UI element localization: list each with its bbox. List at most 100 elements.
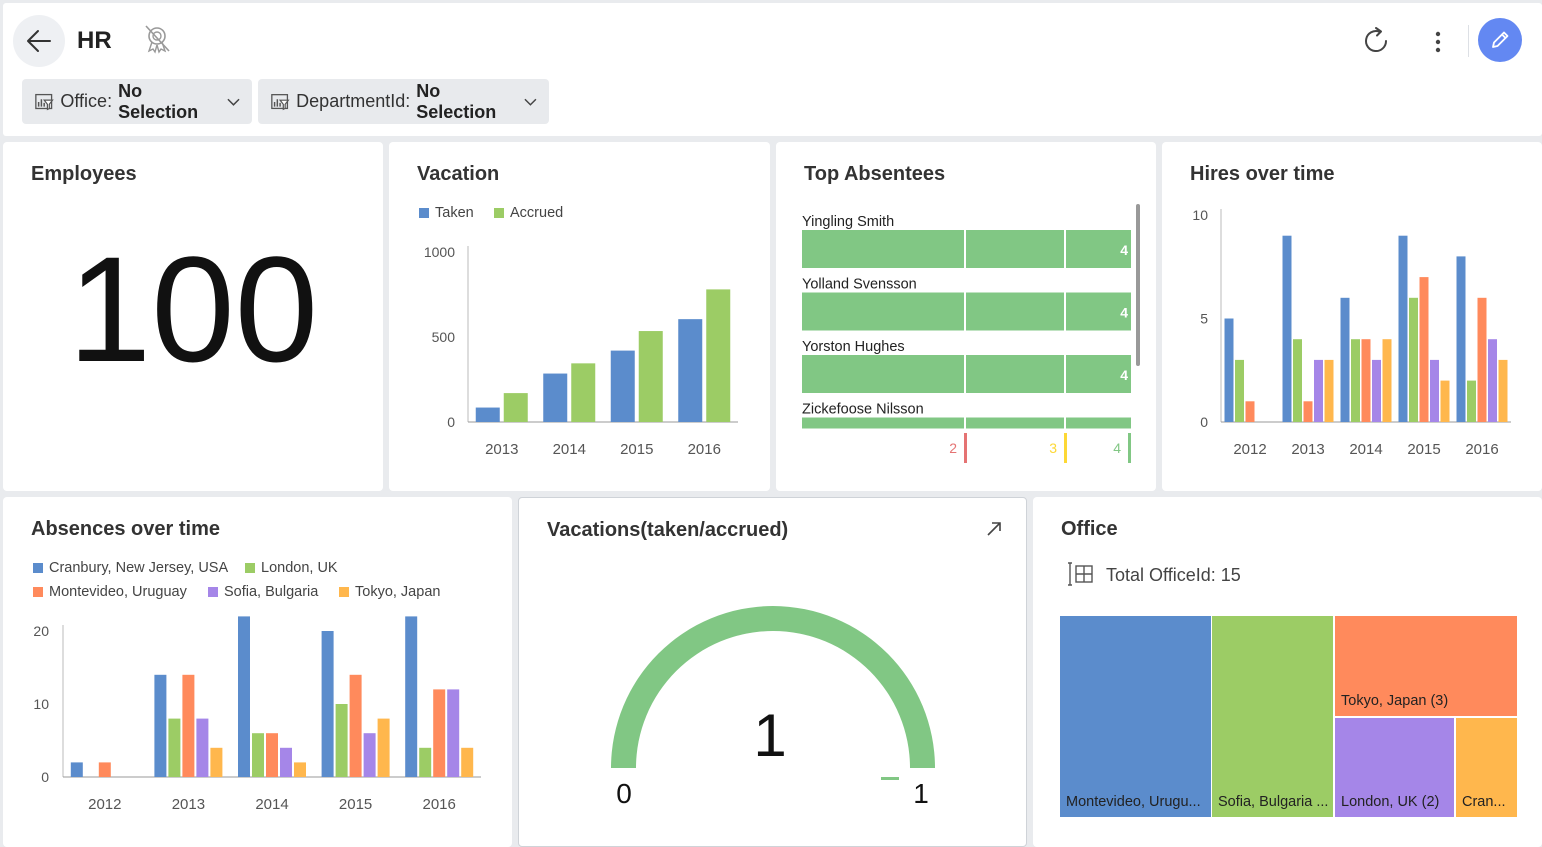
bar (70, 762, 83, 777)
dashboard-header: HR Office: No Selection (3, 3, 1542, 136)
treemap-tile-label: London, UK (2) (1341, 794, 1439, 810)
bar (447, 689, 460, 777)
refresh-icon[interactable] (1359, 24, 1393, 58)
edit-button[interactable] (1478, 18, 1522, 62)
gauge-arc (611, 606, 935, 768)
x-tick-label: 2015 (339, 796, 372, 813)
office-filter-label: Office: (60, 91, 113, 111)
vacation-card[interactable]: Vacation Taken Accrued 0 500 1000 2013 2014 2… (389, 142, 770, 491)
bar (154, 674, 167, 777)
absentee-value: 4 (1120, 367, 1128, 383)
certification-off-icon[interactable] (141, 23, 173, 55)
office-title: Office (1061, 518, 1118, 540)
x-tick-label: 2014 (1349, 441, 1382, 458)
bar (1467, 380, 1476, 422)
bar (1314, 359, 1323, 422)
employees-card[interactable]: Employees 100 (3, 142, 383, 491)
y-tick-label: 0 (41, 769, 49, 785)
legend-item-montevideo: Montevideo, Uruguay (33, 584, 187, 600)
hires-bar-chart: 0 5 10 2012 2013 2014 2015 2016 (1192, 207, 1511, 458)
bar (1361, 339, 1371, 422)
bar (1245, 401, 1255, 422)
gauge-target-marker (881, 777, 899, 780)
bar (419, 747, 432, 777)
legend-item-london: London, UK (245, 560, 338, 576)
bar (182, 674, 195, 777)
x-tick-label: 2012 (88, 796, 121, 813)
y-tick-label: 10 (33, 696, 49, 712)
absentee-name: Yorston Hughes (802, 339, 905, 355)
top-absentees-card[interactable]: Top Absentees Yingling Smith 4 Yolland Sve… (776, 142, 1156, 491)
bar (1409, 297, 1418, 422)
filter-chart-icon (271, 93, 290, 110)
bar (1224, 318, 1234, 422)
absentee-bar (802, 355, 1131, 393)
bar (1456, 256, 1466, 422)
x-tick-label: 2015 (1407, 441, 1440, 458)
bar (377, 718, 390, 777)
bar (266, 733, 278, 777)
absences-bar-chart: 0 10 20 2012 2013 2014 2015 2016 (33, 616, 481, 813)
legend-label: Accrued (510, 205, 564, 221)
gauge-title: Vacations(taken/accrued) (547, 519, 789, 541)
bar (168, 718, 181, 777)
x-tick-label: 2016 (423, 796, 456, 813)
treemap-tile (1060, 616, 1211, 817)
office-filter[interactable]: Office: No Selection (22, 79, 252, 124)
bar (98, 762, 111, 777)
bar (252, 733, 264, 777)
treemap-tile (1335, 616, 1517, 716)
office-card[interactable]: Office Total OfficeId: 15 Montevideo, Ur… (1033, 497, 1542, 847)
x-tick-label: 2016 (688, 441, 721, 458)
legend-swatch (208, 587, 218, 597)
bar (1324, 359, 1334, 422)
x-tick-label: 2013 (485, 441, 518, 458)
hires-card[interactable]: Hires over time 0 5 10 2012 2013 2014 2015 2016 (1162, 142, 1542, 491)
bar (571, 363, 596, 422)
office-filter-value: No Selection (118, 80, 199, 122)
legend-swatch (494, 208, 504, 218)
bar (1440, 380, 1450, 422)
treemap-tile-label: Sofia, Bulgaria ... (1218, 794, 1328, 810)
y-tick-label: 1000 (424, 244, 455, 260)
y-tick-label: 0 (447, 414, 455, 430)
top-absentees-title: Top Absentees (804, 163, 946, 185)
bar (1303, 401, 1313, 422)
absentee-name: Yolland Svensson (802, 277, 917, 293)
target-label: 2 (949, 440, 957, 456)
vacation-bar-chart: 0 500 1000 2013 2014 2015 2016 (424, 244, 738, 458)
department-filter-label: DepartmentId: (296, 91, 411, 111)
department-filter[interactable]: DepartmentId: No Selection (258, 79, 549, 124)
y-tick-label: 0 (1200, 414, 1208, 430)
vacations-gauge-card[interactable]: Vacations(taken/accrued) 1 0 1 (518, 497, 1027, 847)
bar (1351, 339, 1360, 422)
legend-label: Tokyo, Japan (355, 584, 441, 600)
gauge-min-label: 0 (616, 778, 632, 809)
employees-title: Employees (31, 163, 137, 185)
bar (1293, 339, 1302, 422)
treemap-tile-label: Cran... (1462, 794, 1506, 810)
legend-item-cranbury: Cranbury, New Jersey, USA (33, 560, 228, 576)
x-tick-label: 2013 (172, 796, 205, 813)
treemap-tile (1335, 718, 1454, 817)
bar (1340, 297, 1350, 422)
dashboard-title: HR (77, 27, 112, 54)
vertical-dots-icon (1435, 31, 1441, 53)
legend-item-taken: Taken (419, 205, 474, 221)
back-button[interactable] (13, 15, 65, 67)
scrollbar-thumb[interactable] (1136, 204, 1140, 366)
absentee-bar (802, 292, 1131, 331)
bar (1430, 359, 1439, 422)
absences-card[interactable]: Absences over time Cranbury, New Jersey,… (3, 497, 512, 847)
target-label: 3 (1049, 440, 1057, 456)
x-tick-label: 2014 (255, 796, 288, 813)
chevron-down-icon (227, 98, 240, 106)
expand-icon[interactable] (984, 519, 1004, 539)
employees-kpi-value: 100 (67, 225, 319, 393)
y-tick-label: 500 (432, 329, 456, 345)
target-label: 4 (1113, 440, 1121, 456)
treemap-tile-label: Montevideo, Urugu... (1066, 794, 1201, 810)
more-options-icon[interactable] (1421, 25, 1455, 59)
bar (405, 616, 418, 777)
bar (238, 616, 250, 777)
